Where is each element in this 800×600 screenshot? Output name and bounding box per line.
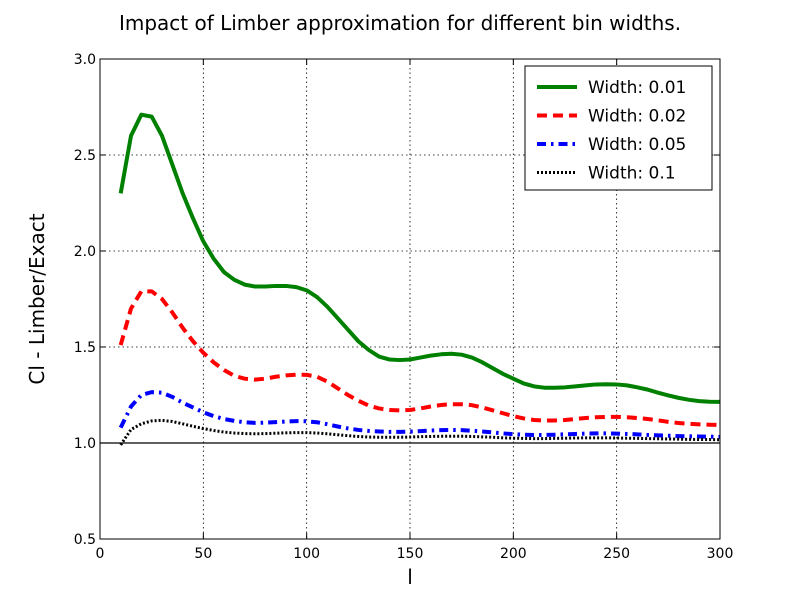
legend: Width: 0.01 Width: 0.02 Width: 0.05 Width: … [524,65,713,191]
series-line-2 [118,289,721,427]
grid [100,59,720,539]
x-tick-label: 300 [707,546,734,562]
legend-label-3: Width: 0.05 [588,135,686,155]
series-layer [118,112,721,446]
legend-entries: Width: 0.01 Width: 0.02 Width: 0.05 Width: … [537,78,686,184]
series-line-3 [118,390,721,439]
y-tick-label: 3.0 [74,52,96,68]
legend-label-2: Width: 0.02 [588,107,686,127]
x-tick-label: 50 [194,546,212,562]
x-tick-label: 250 [603,546,630,562]
series-line-1 [118,112,721,404]
x-tick-label: 100 [293,546,320,562]
legend-label-4: Width: 0.1 [588,164,676,184]
y-tick-label: 1.0 [74,436,96,452]
x-tick-label: 200 [500,546,527,562]
x-tick-label: 150 [397,546,424,562]
y-axis-label: Cl - Limber/Exact [25,213,49,384]
y-tick-label: 2.5 [74,148,96,164]
y-tick-label: 2.0 [74,244,96,260]
chart-title: Impact of Limber approximation for diffe… [119,11,681,35]
y-tick-label: 0.5 [74,532,96,548]
y-tick-label: 1.5 [74,340,96,356]
axis-tick-labels: 0 50 100 150 200 250 300 0.5 1.0 1.5 2.0 2.5 3.0 [74,52,734,562]
legend-label-1: Width: 0.01 [588,78,686,98]
axis-ticks [99,58,721,540]
x-tick-label: 0 [96,546,105,562]
x-axis-label: l [407,565,413,589]
